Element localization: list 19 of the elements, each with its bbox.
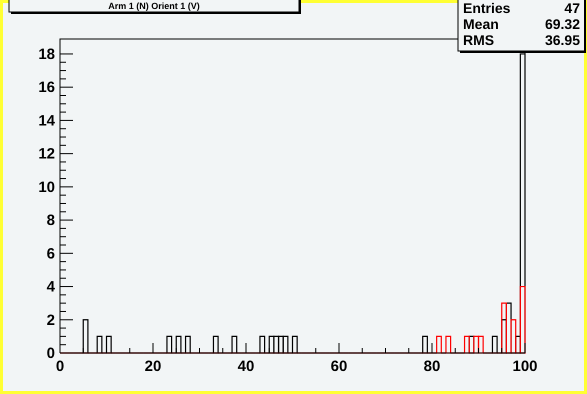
chart-title: Arm 1 (N) Orient 1 (V) [108, 1, 200, 11]
y-tick-label: 4 [46, 278, 56, 296]
x-tick-label: 60 [330, 358, 348, 375]
text: Mean 69.32 [463, 16, 580, 32]
text: Entries 47 [463, 0, 580, 16]
y-tick-label: 10 [38, 178, 55, 196]
x-tick-label: 20 [144, 358, 162, 375]
y-tick-label: 2 [46, 312, 55, 329]
y-tick-label: 8 [46, 212, 55, 230]
y-tick-label: 12 [38, 146, 55, 163]
x-tick-label: 80 [424, 358, 440, 375]
y-tick-label: 6 [46, 245, 55, 262]
x-tick-label: 100 [512, 358, 538, 375]
y-tick-label: 0 [46, 345, 55, 362]
y-tick-label: 16 [38, 79, 55, 96]
x-tick-label: 40 [238, 358, 254, 375]
y-tick-label: 18 [38, 46, 55, 63]
y-tick-label: 14 [38, 112, 56, 130]
text: RMS 36.95 [463, 32, 580, 48]
